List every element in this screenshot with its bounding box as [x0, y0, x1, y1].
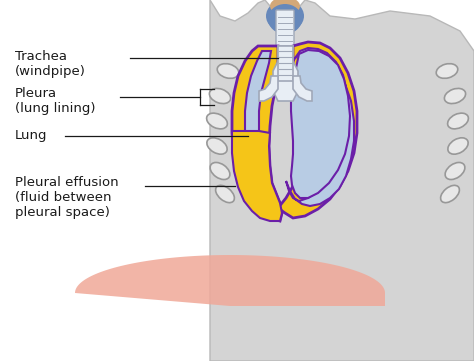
- Polygon shape: [75, 255, 385, 306]
- Text: Trachea
(windpipe): Trachea (windpipe): [15, 50, 86, 78]
- FancyBboxPatch shape: [276, 10, 294, 47]
- Ellipse shape: [210, 88, 231, 104]
- Polygon shape: [278, 42, 357, 218]
- Ellipse shape: [270, 0, 300, 15]
- Ellipse shape: [210, 162, 230, 179]
- Ellipse shape: [436, 64, 458, 78]
- Text: Pleura
(lung lining): Pleura (lung lining): [15, 87, 95, 115]
- Polygon shape: [286, 48, 354, 206]
- Ellipse shape: [216, 185, 235, 203]
- Ellipse shape: [268, 4, 302, 34]
- Polygon shape: [278, 46, 293, 81]
- Ellipse shape: [266, 0, 304, 32]
- Polygon shape: [291, 50, 350, 198]
- Ellipse shape: [217, 64, 239, 78]
- Ellipse shape: [445, 162, 465, 179]
- Polygon shape: [245, 51, 280, 209]
- Polygon shape: [232, 46, 282, 221]
- Polygon shape: [293, 76, 312, 101]
- Polygon shape: [259, 76, 278, 101]
- Text: Lung: Lung: [15, 129, 47, 142]
- Polygon shape: [273, 46, 298, 101]
- Polygon shape: [210, 0, 474, 361]
- Text: Pleural effusion
(fluid between
pleural space): Pleural effusion (fluid between pleural …: [15, 176, 118, 219]
- Polygon shape: [232, 131, 282, 221]
- Ellipse shape: [445, 88, 465, 104]
- Ellipse shape: [207, 138, 227, 154]
- Ellipse shape: [447, 113, 468, 129]
- Ellipse shape: [207, 113, 228, 129]
- Ellipse shape: [448, 138, 468, 154]
- Ellipse shape: [441, 185, 459, 203]
